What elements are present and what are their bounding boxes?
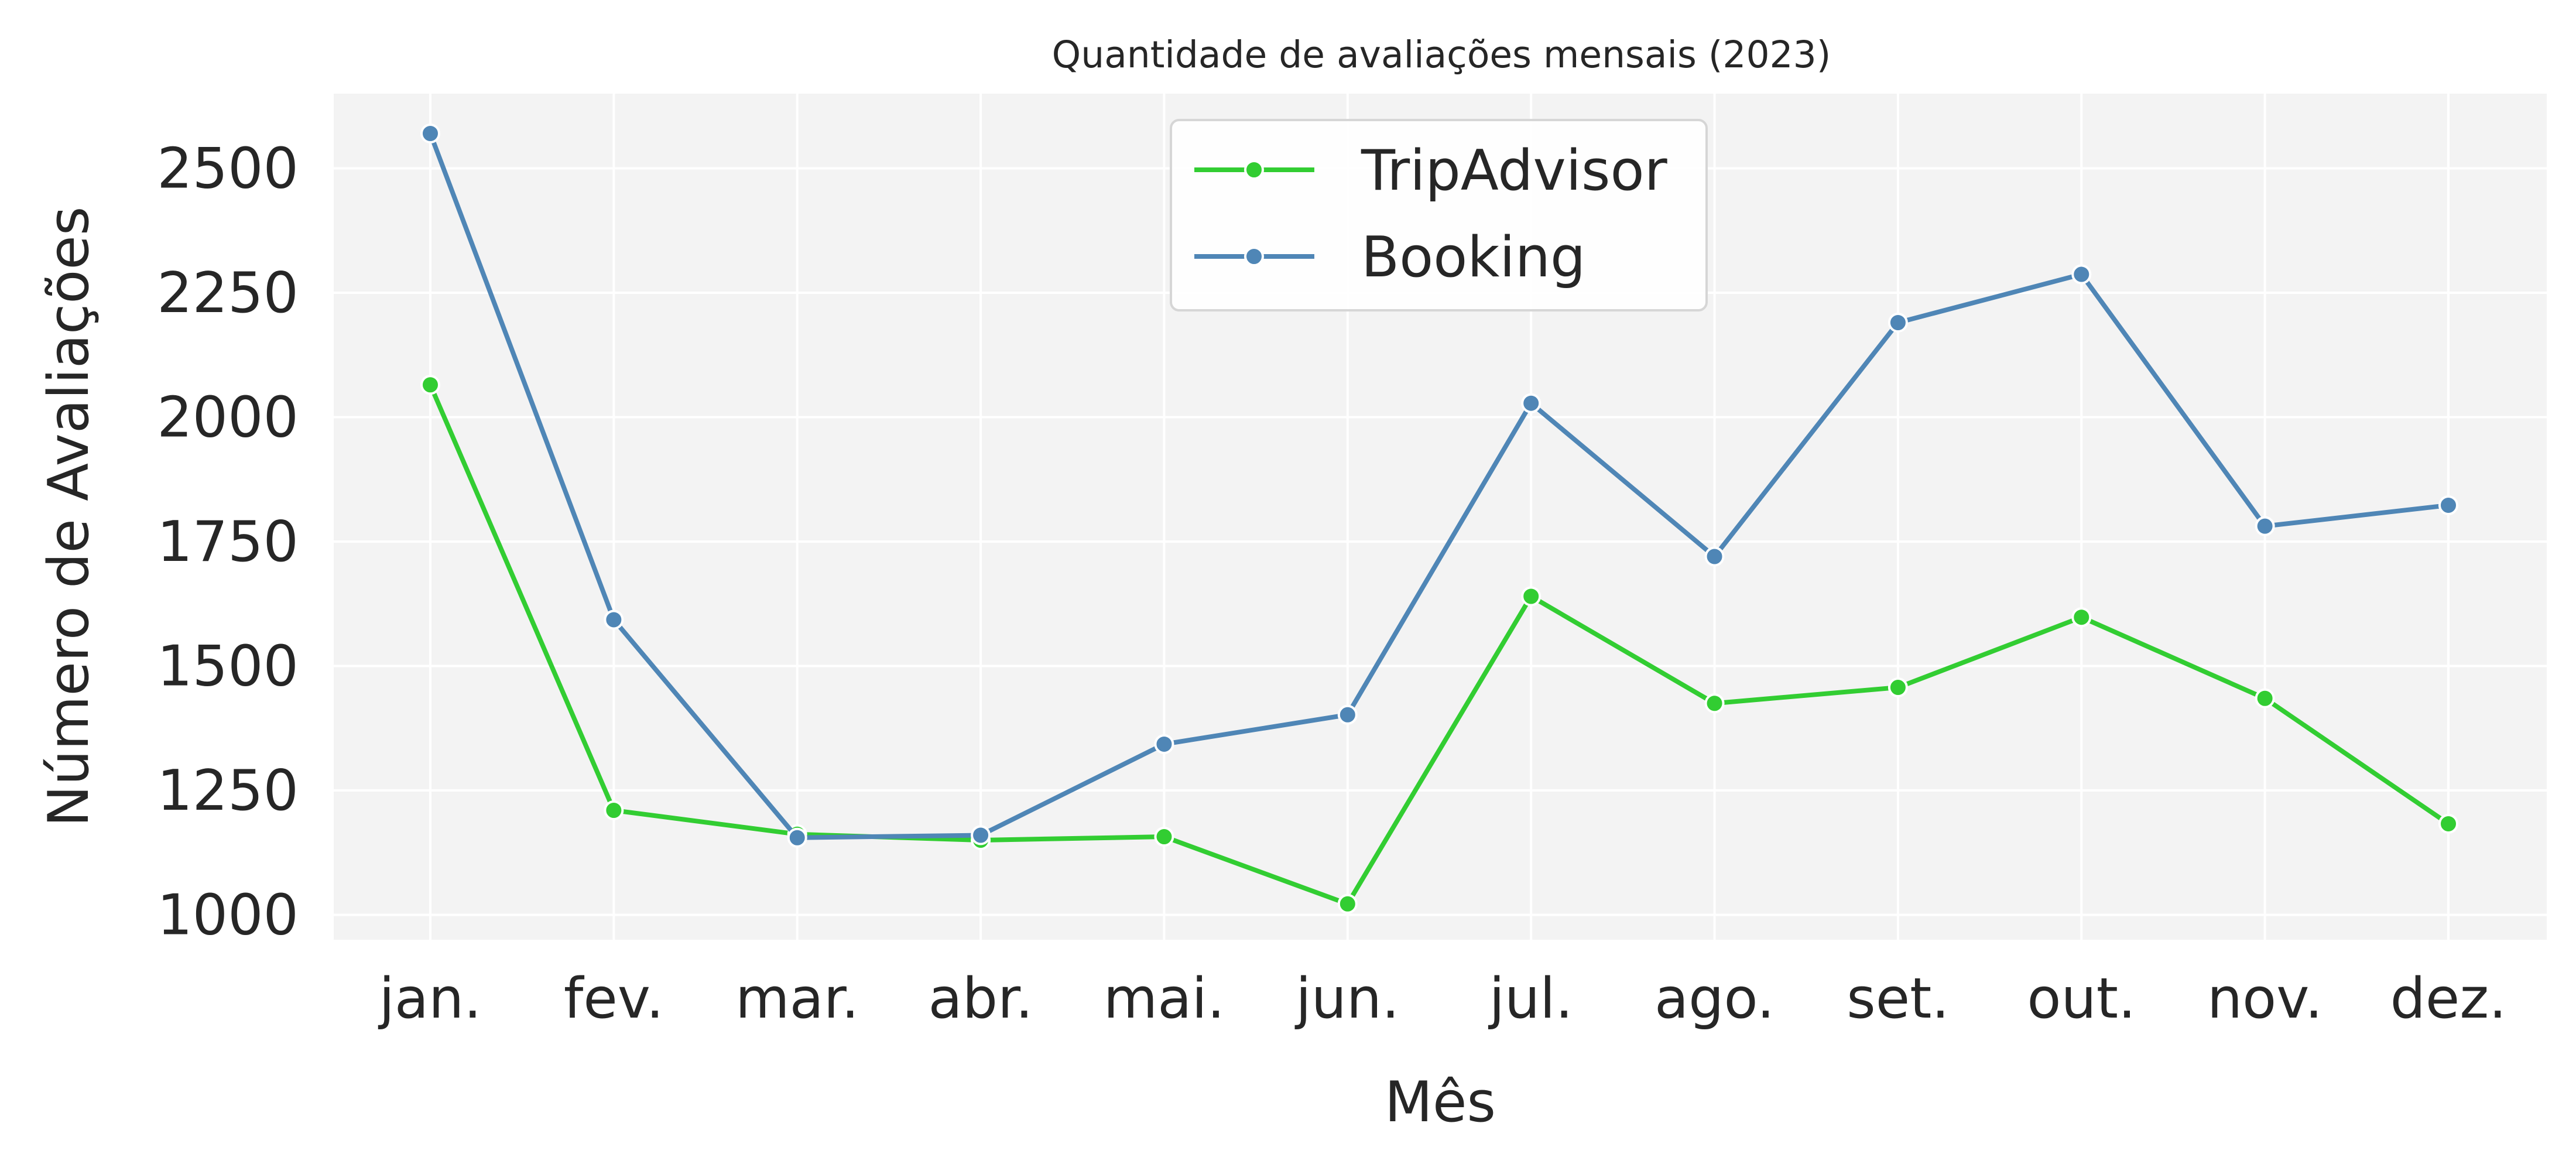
data-point [2255,688,2275,708]
data-point [420,375,440,395]
data-point [2071,264,2092,285]
y-tick-label: 2500 [157,137,299,201]
y-tick-label: 2250 [157,261,299,326]
data-point [1704,546,1725,567]
x-tick-label: mar. [735,967,859,1031]
legend-marker [1244,246,1264,266]
data-point [1337,704,1358,725]
data-point [787,827,807,848]
series-group [420,124,2458,848]
series-layer [420,124,2458,914]
series-line [428,382,2451,906]
data-point [1154,734,1174,754]
data-point [1521,586,1542,607]
data-point [420,124,440,143]
x-tick-label: set. [1847,967,1949,1031]
x-tick-label: jun. [1294,967,1399,1031]
x-tick-label: out. [2027,967,2136,1031]
y-tick-label: 1250 [157,759,299,823]
x-tick-label: jul. [1488,967,1573,1031]
y-tick-label: 1500 [157,635,299,699]
x-tick-label: dez. [2390,967,2507,1031]
data-point [1704,693,1725,714]
chart-title: Quantidade de avaliações mensais (2023) [1052,33,1831,76]
data-point [2071,607,2092,628]
data-point [1888,677,1908,698]
tick-labels: jan. fev. mar. abr. mai. jun. jul. ago. set. out.… [157,137,2506,1032]
data-point [604,610,624,630]
data-point [1888,313,1908,333]
x-tick-label: ago. [1654,967,1775,1031]
y-tick-label: 2000 [157,386,299,450]
data-point [971,825,991,845]
x-tick-label: nov. [2207,967,2322,1031]
y-tick-label: 1750 [157,510,299,574]
legend-marker [1244,160,1264,180]
x-tick-label: fev. [564,967,664,1031]
x-tick-label: mai. [1104,967,1225,1031]
series-line [428,131,2451,840]
data-point [1337,893,1358,914]
data-point [1521,393,1542,413]
data-point [2255,516,2275,536]
x-tick-label: abr. [929,967,1033,1031]
legend-label: Booking [1361,225,1585,290]
data-point [1154,827,1174,847]
x-axis-title: Mês [1385,1070,1496,1135]
legend-label: TripAdvisor [1361,139,1668,203]
data-point [2438,813,2458,834]
y-axis-title: Número de Avaliações [37,207,101,827]
y-tick-label: 1000 [157,884,299,948]
x-tick-label: jan. [378,967,481,1031]
data-point [604,800,624,820]
legend: TripAdvisor Booking [1170,119,1708,311]
data-point [2438,495,2458,515]
